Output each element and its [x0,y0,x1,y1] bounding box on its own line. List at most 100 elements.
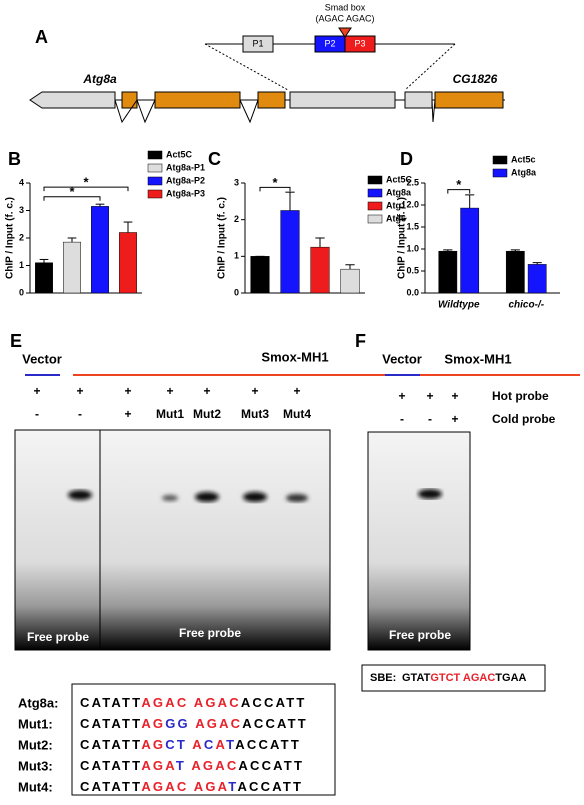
sbe-box [361,664,546,692]
sequence-segment: GG [165,716,190,731]
y-tick-label: 1.5 [406,221,419,231]
gel [99,429,331,651]
lane-sign: + [166,384,173,398]
sequence-segment: ACCATT [237,779,303,794]
x-tick-label: Wildtype [438,300,480,311]
sequence-segment: CATATT [80,695,141,710]
lane-sign: + [451,389,458,403]
significance-label: * [83,175,89,190]
legend-swatch [147,176,163,186]
sbe-label: SBE: [370,672,396,684]
lane-sign: Mut2 [193,407,221,421]
y-tick-label: 2 [234,214,239,224]
y-tick-label: 0.0 [406,287,419,297]
lane-sign: + [426,389,433,403]
sequence-segment: A [215,737,226,752]
y-tick-label: 4 [19,177,24,187]
legend-label: Atg8a [386,187,412,197]
bar [505,250,525,294]
sequence-segment: GTCT AGAC [430,672,495,684]
sequence-segment: ACCATT [235,737,301,752]
sequence: CATATTAGAT AGACACCATT [80,758,304,773]
bar [438,250,458,294]
sequence: CATATTAGGG AGACACCATT [80,716,308,731]
legend-label: Atg8a-P1 [166,162,205,172]
legend-label: Act5C [166,149,193,159]
protein-label: Smox-MH1 [444,351,511,366]
significance-bracket [43,186,129,192]
protein-label: Smox-MH1 [261,349,328,364]
sequence-segment: T [228,779,237,794]
legend-swatch [492,155,508,165]
panel-label: E [10,331,22,351]
bar [35,262,53,294]
free-probe-label: Free probe [27,630,89,644]
lane-sign: + [33,384,40,398]
panel-label: A [35,27,48,47]
gel-band [418,489,442,499]
sequence: CATATTAGAC AGACACCATT [80,695,306,710]
sequence: CATATTAGCT ACATACCATT [80,737,301,752]
panel-label: D [400,149,413,169]
legend-label: Atg8a-P2 [166,175,205,185]
significance-bracket [43,196,101,201]
panel-label: C [208,149,221,169]
legend-swatch [492,168,508,178]
vector-label: Vector [22,351,62,366]
significance-label: * [69,184,75,199]
sequence-box [71,683,336,796]
legend-label: Atg6 [386,213,406,223]
legend-swatch [367,175,383,185]
y-tick-label: 1.0 [406,243,419,253]
y-tick-label: 1 [234,251,239,261]
sequence-name: Mut4: [18,779,53,794]
significance-bracket [447,189,471,194]
bar [250,256,270,294]
y-axis-label: ChIP / Input (f. c.) [397,197,408,279]
legend-label: Act5C [386,174,413,184]
region-label: P2 [324,38,335,48]
gene-diagram [29,27,505,124]
sequence-segment: AG [141,737,165,752]
free-probe-label: Free probe [179,626,241,640]
sequence-name: Mut2: [18,737,53,752]
bar [63,241,81,294]
bar [340,268,360,294]
legend-label: Act5c [511,154,536,164]
y-tick-label: 3 [234,177,239,187]
sequence-name: Atg8a: [18,695,58,710]
free-probe-label: Free probe [389,628,451,642]
sequence-segment: AGAC [190,716,242,731]
sequence-segment: ACCATT [238,758,304,773]
sequence-name: Mut3: [18,758,53,773]
sequence-segment: AGAC [186,758,238,773]
legend-swatch [147,189,163,199]
smad-box-label: Smad box [325,2,366,12]
vector-label: Vector [382,351,422,366]
bar [527,264,547,294]
y-tick-label: 2.0 [406,199,419,209]
y-tick-label: 3 [19,205,24,215]
sequence-segment: ACCATT [241,695,307,710]
sequence-segment: TGAA [495,672,526,684]
smad-seq: (AGAC AGAC) [315,13,374,23]
bar [310,246,330,294]
row-label: Cold probe [492,412,556,426]
sequence-segment: CATATT [80,779,141,794]
legend-label: Atg8a [511,167,537,177]
lane-sign: + [398,389,405,403]
bar [119,232,137,294]
legend-label: Atg1 [386,200,406,210]
lane-sign: + [293,384,300,398]
legend-swatch [147,163,163,173]
region-label: P1 [252,38,263,48]
gel [367,431,471,651]
lane-sign: Mut1 [156,407,184,421]
lane-sign: + [251,384,258,398]
bar [280,210,300,294]
significance-label: * [272,175,278,190]
panel-label: B [8,149,21,169]
sequence: CATATTAGAC AGATACCATT [80,779,303,794]
gene-label: Atg8a [82,72,117,86]
